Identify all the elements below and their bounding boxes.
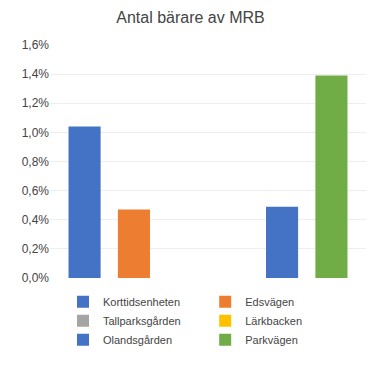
svg-text:Korttidsenheten: Korttidsenheten: [103, 296, 180, 308]
svg-text:1,6%: 1,6%: [22, 38, 50, 52]
svg-text:1,0%: 1,0%: [22, 126, 50, 140]
svg-text:0,2%: 0,2%: [22, 242, 50, 256]
svg-text:Olandsgården: Olandsgården: [103, 334, 172, 346]
svg-text:Lärkbacken: Lärkbacken: [245, 315, 302, 327]
svg-text:0,4%: 0,4%: [22, 213, 50, 227]
svg-text:Tallparksgården: Tallparksgården: [103, 315, 181, 327]
svg-text:0,6%: 0,6%: [22, 184, 50, 198]
svg-text:0,8%: 0,8%: [22, 155, 50, 169]
svg-text:Edsvägen: Edsvägen: [245, 296, 294, 308]
svg-text:1,2%: 1,2%: [22, 96, 50, 110]
svg-text:Parkvägen: Parkvägen: [245, 334, 298, 346]
svg-text:0,0%: 0,0%: [22, 271, 50, 285]
svg-text:1,4%: 1,4%: [22, 67, 50, 81]
svg-text:Antal bärare av MRB: Antal bärare av MRB: [116, 9, 265, 26]
